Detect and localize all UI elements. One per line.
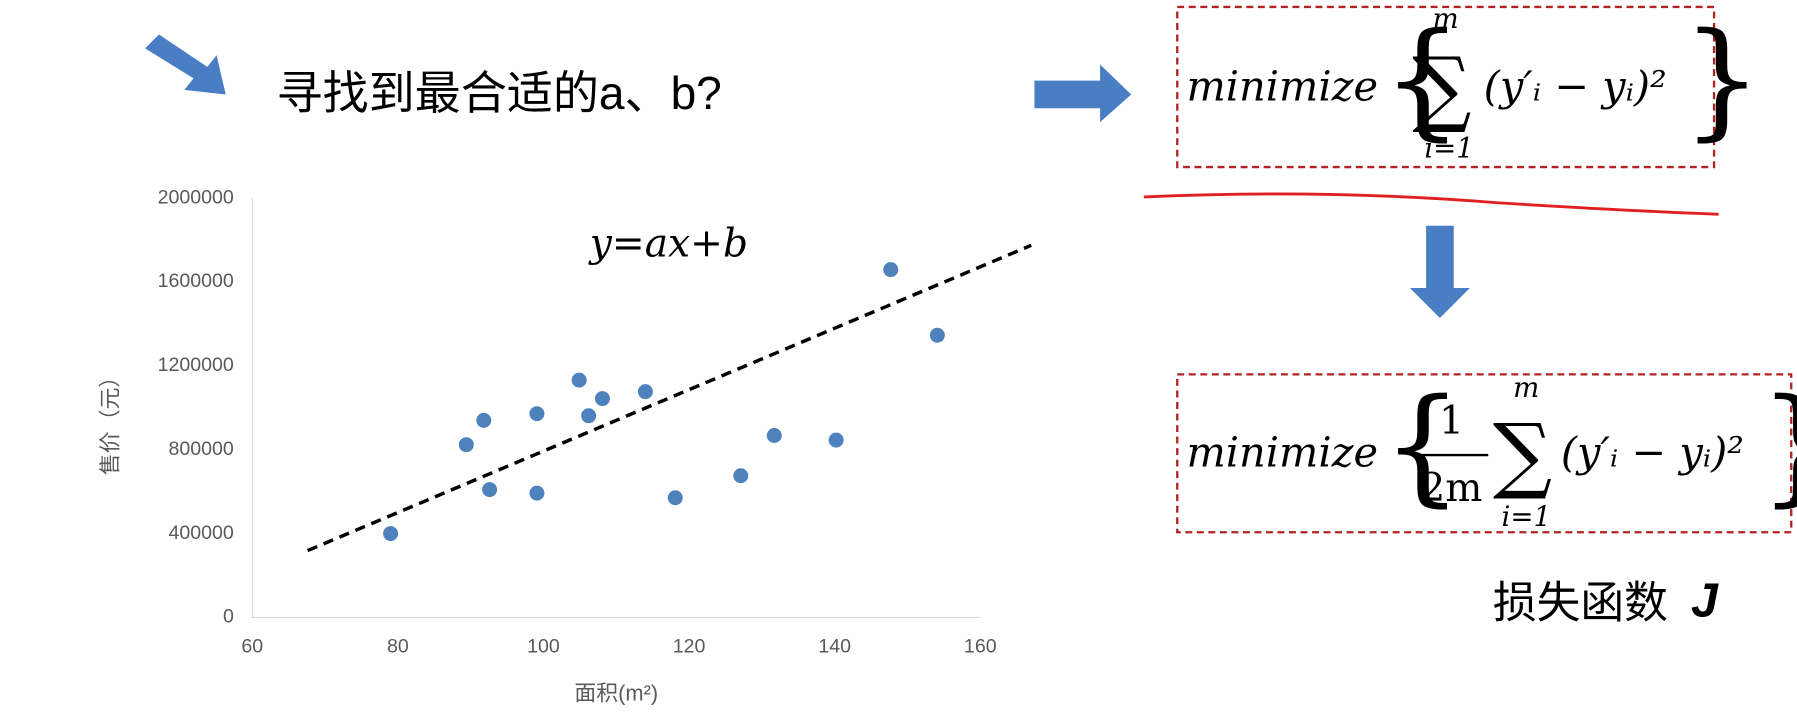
point (529, 485, 545, 501)
x-tick-label: 160 (964, 636, 997, 658)
numerator: 1 (1439, 399, 1464, 444)
x-tick-label: 80 (387, 636, 409, 658)
point (733, 468, 749, 484)
formula-box (1176, 373, 1793, 534)
loss-symbol: J (1691, 573, 1719, 627)
x-axis-label: 面积(m²) (574, 680, 658, 705)
x-tick-label: 140 (818, 636, 851, 658)
arrow (1034, 64, 1132, 123)
sum-lower: i=1 (1502, 500, 1552, 533)
equation: y=ax+b (588, 222, 748, 267)
point (529, 406, 545, 422)
y-tick-label: 1600000 (158, 270, 234, 292)
sigma: ∑ (1412, 39, 1471, 136)
y-tick-label: 2000000 (158, 186, 234, 208)
point (828, 432, 844, 448)
trend-line (306, 243, 1032, 553)
formula-term: (y′ᵢ − yᵢ)² (1484, 62, 1667, 110)
y-axis-label: 售价（元） (98, 366, 123, 475)
heading: 寻找到最合适的a、b? (276, 67, 721, 119)
point (581, 408, 597, 424)
formula-word: minimize (1186, 62, 1378, 110)
sum-upper: m (1513, 371, 1539, 404)
underline (1143, 192, 1719, 216)
point (571, 372, 587, 388)
formula-box (1176, 5, 1716, 169)
point (383, 526, 399, 542)
brace: { (1382, 5, 1463, 153)
brace: } (1682, 5, 1763, 153)
y-tick-label: 1200000 (158, 354, 234, 376)
brace: { (1382, 371, 1463, 519)
point (929, 327, 945, 343)
point (766, 427, 782, 443)
sum-lower: i=1 (1424, 131, 1474, 164)
x-tick-label: 60 (241, 636, 263, 658)
sum-upper: m (1433, 2, 1459, 35)
point (883, 262, 899, 278)
point (637, 384, 653, 400)
point (476, 412, 492, 428)
point (458, 437, 474, 453)
formula-term: (y′ᵢ − yᵢ)² (1561, 429, 1744, 477)
formula-word: minimize (1186, 429, 1378, 477)
denominator: 2m (1420, 466, 1482, 511)
loss-label: 损失函数 (1493, 579, 1668, 628)
point (482, 482, 498, 498)
x-tick-label: 100 (527, 636, 560, 658)
point (594, 391, 610, 407)
arrow (1409, 225, 1470, 318)
point (667, 490, 683, 506)
brace: } (1759, 371, 1797, 519)
sigma: ∑ (1493, 405, 1552, 502)
y-tick-label: 800000 (168, 438, 233, 460)
y-tick-label: 400000 (168, 522, 233, 544)
y-tick-label: 0 (223, 606, 234, 628)
x-tick-label: 120 (673, 636, 706, 658)
arrow (145, 34, 226, 95)
